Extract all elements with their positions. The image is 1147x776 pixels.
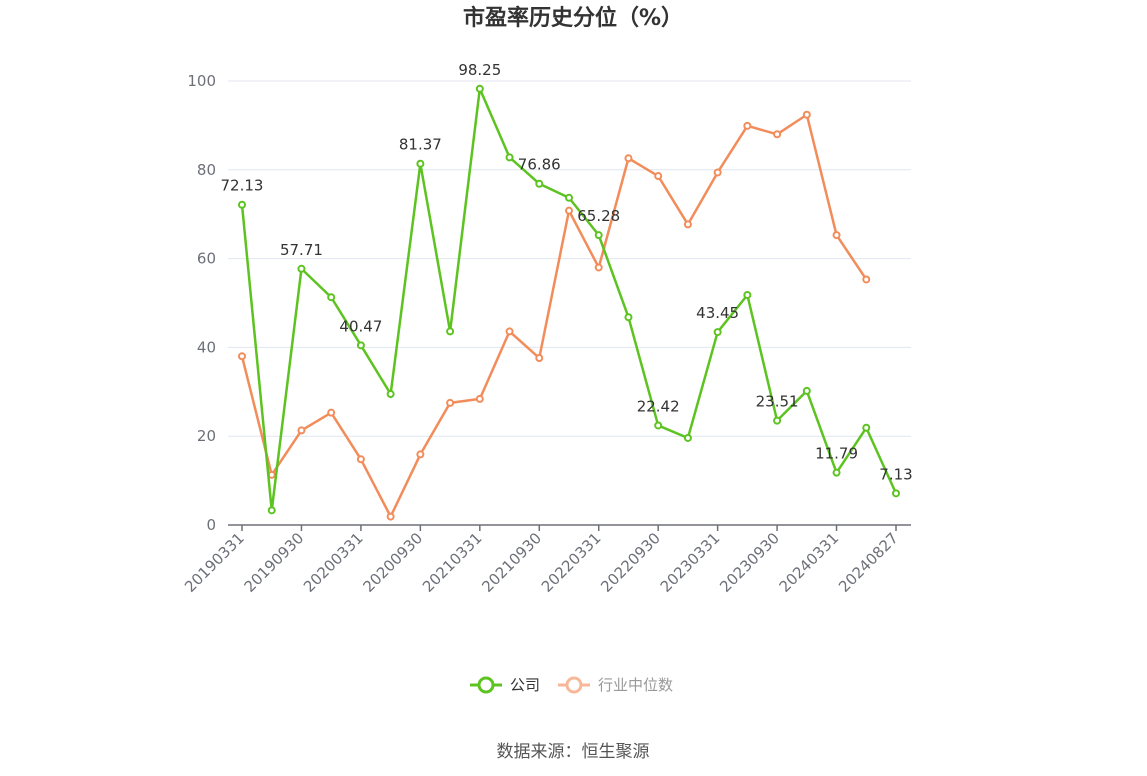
x-tick-label: 20230331 [657,529,724,596]
company-point [862,423,871,432]
company-point [743,291,752,300]
industry-median-point [594,263,603,272]
legend-item-industry-median[interactable]: 行业中位数 [558,676,673,694]
industry-median-point [624,154,633,163]
industry-median-point [238,352,246,361]
company-point [267,506,276,515]
legend-marker-icon [565,676,583,694]
industry-median-point [535,354,544,363]
company-point [356,341,365,350]
company-point [505,153,514,162]
x-tick-label: 20190930 [241,529,308,596]
legend-label: 行业中位数 [598,676,673,694]
industry-median-point [654,172,663,181]
industry-median-line [240,113,868,518]
industry-median-point [327,408,336,417]
x-tick-label: 20240331 [776,529,843,596]
company-point [773,416,782,425]
y-tick-label: 60 [197,250,216,268]
industry-median-point [475,394,484,403]
company-point [565,193,573,202]
data-label: 72.13 [221,177,264,195]
industry-median-point [773,130,782,139]
x-tick-label: 20230930 [716,529,783,596]
data-label: 43.45 [696,304,739,322]
company-point [802,386,811,395]
company-point [683,433,692,442]
company-point [386,390,395,399]
industry-median-point [416,450,425,459]
industry-median-point [832,231,841,240]
chart-title: 市盈率历史分位（%） [463,5,683,31]
data-label: 57.71 [280,241,323,259]
x-tick-label: 20210930 [478,529,545,596]
company-point [416,159,425,168]
data-label: 11.79 [815,445,858,463]
data-label: 23.51 [756,393,799,411]
data-label: 40.47 [339,317,382,335]
y-tick-label: 100 [187,72,216,90]
industry-median-point [386,512,395,521]
industry-median-point [802,110,811,119]
company-point [535,179,544,188]
data-label: 76.86 [518,156,561,174]
series-layer [238,84,900,521]
company-point [297,264,306,273]
grid-lines [228,80,911,437]
industry-median-point [683,220,692,229]
data-source-note: 数据来源：恒生聚源 [497,742,650,762]
industry-median-point [565,206,573,215]
x-tick-label: 20240827 [835,529,902,596]
x-tick-label: 20190331 [181,529,248,596]
company-point [594,231,603,240]
company-point [446,327,455,336]
industry-median-point [862,275,871,284]
x-tick-label: 20220930 [597,529,664,596]
legend-marker-icon [477,676,495,694]
x-axis: 2019033120190930202003312020093020210331… [181,524,911,596]
company-point [238,200,246,209]
y-tick-label: 0 [206,516,216,534]
company-point [892,489,900,498]
data-label: 65.28 [577,207,620,225]
x-tick-label: 20210331 [419,529,486,596]
company-point [327,293,336,302]
industry-median-point [743,121,752,130]
x-tick-label: 20220331 [538,529,605,596]
company-point [654,421,663,430]
company-point [713,328,722,337]
y-axis-ticks: 0 20 40 60 80 100 [187,72,216,534]
industry-median-point [446,398,455,407]
data-labels: 72.13 57.71 40.47 81.37 98.25 76.86 65.28 22.42… [221,61,913,484]
y-tick-label: 20 [197,427,216,445]
data-label: 7.13 [879,465,912,483]
x-tick-label: 20200331 [300,529,367,596]
data-label: 98.25 [458,61,501,79]
company-point [624,313,633,322]
industry-median-point [356,455,365,464]
legend-label: 公司 [510,676,540,694]
legend-item-company[interactable]: 公司 [470,676,540,694]
company-point [475,84,484,93]
company-line [240,87,898,512]
x-tick-label: 20200930 [359,529,426,596]
y-tick-label: 80 [197,161,216,179]
company-point [832,468,841,477]
industry-median-point [297,426,306,435]
data-label: 81.37 [399,136,442,154]
legend[interactable]: 公司 行业中位数 [470,676,673,694]
industry-median-point [505,327,514,336]
industry-median-point [713,168,722,177]
data-label: 22.42 [637,397,680,415]
y-tick-label: 40 [197,338,216,356]
